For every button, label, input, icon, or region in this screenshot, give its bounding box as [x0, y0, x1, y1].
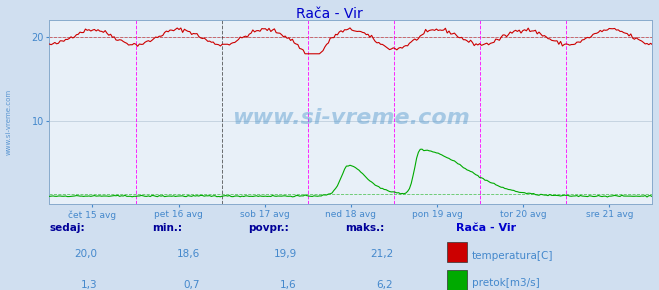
- Text: 21,2: 21,2: [370, 249, 393, 259]
- Bar: [447, 270, 467, 290]
- Text: 1,6: 1,6: [280, 280, 297, 290]
- Text: 1,3: 1,3: [81, 280, 98, 290]
- Text: 0,7: 0,7: [184, 280, 200, 290]
- Text: maks.:: maks.:: [345, 223, 384, 233]
- Text: 19,9: 19,9: [273, 249, 297, 259]
- Text: Rača - Vir: Rača - Vir: [457, 223, 517, 233]
- Text: pretok[m3/s]: pretok[m3/s]: [472, 278, 539, 288]
- Text: min.:: min.:: [152, 223, 182, 233]
- Text: www.si-vreme.com: www.si-vreme.com: [5, 89, 11, 155]
- Text: temperatura[C]: temperatura[C]: [472, 251, 553, 261]
- Text: Rača - Vir: Rača - Vir: [296, 7, 363, 21]
- Bar: [447, 242, 467, 262]
- Text: povpr.:: povpr.:: [248, 223, 289, 233]
- Text: www.si-vreme.com: www.si-vreme.com: [232, 108, 470, 128]
- Text: 6,2: 6,2: [376, 280, 393, 290]
- Text: 20,0: 20,0: [74, 249, 98, 259]
- Text: 18,6: 18,6: [177, 249, 200, 259]
- Text: sedaj:: sedaj:: [49, 223, 85, 233]
